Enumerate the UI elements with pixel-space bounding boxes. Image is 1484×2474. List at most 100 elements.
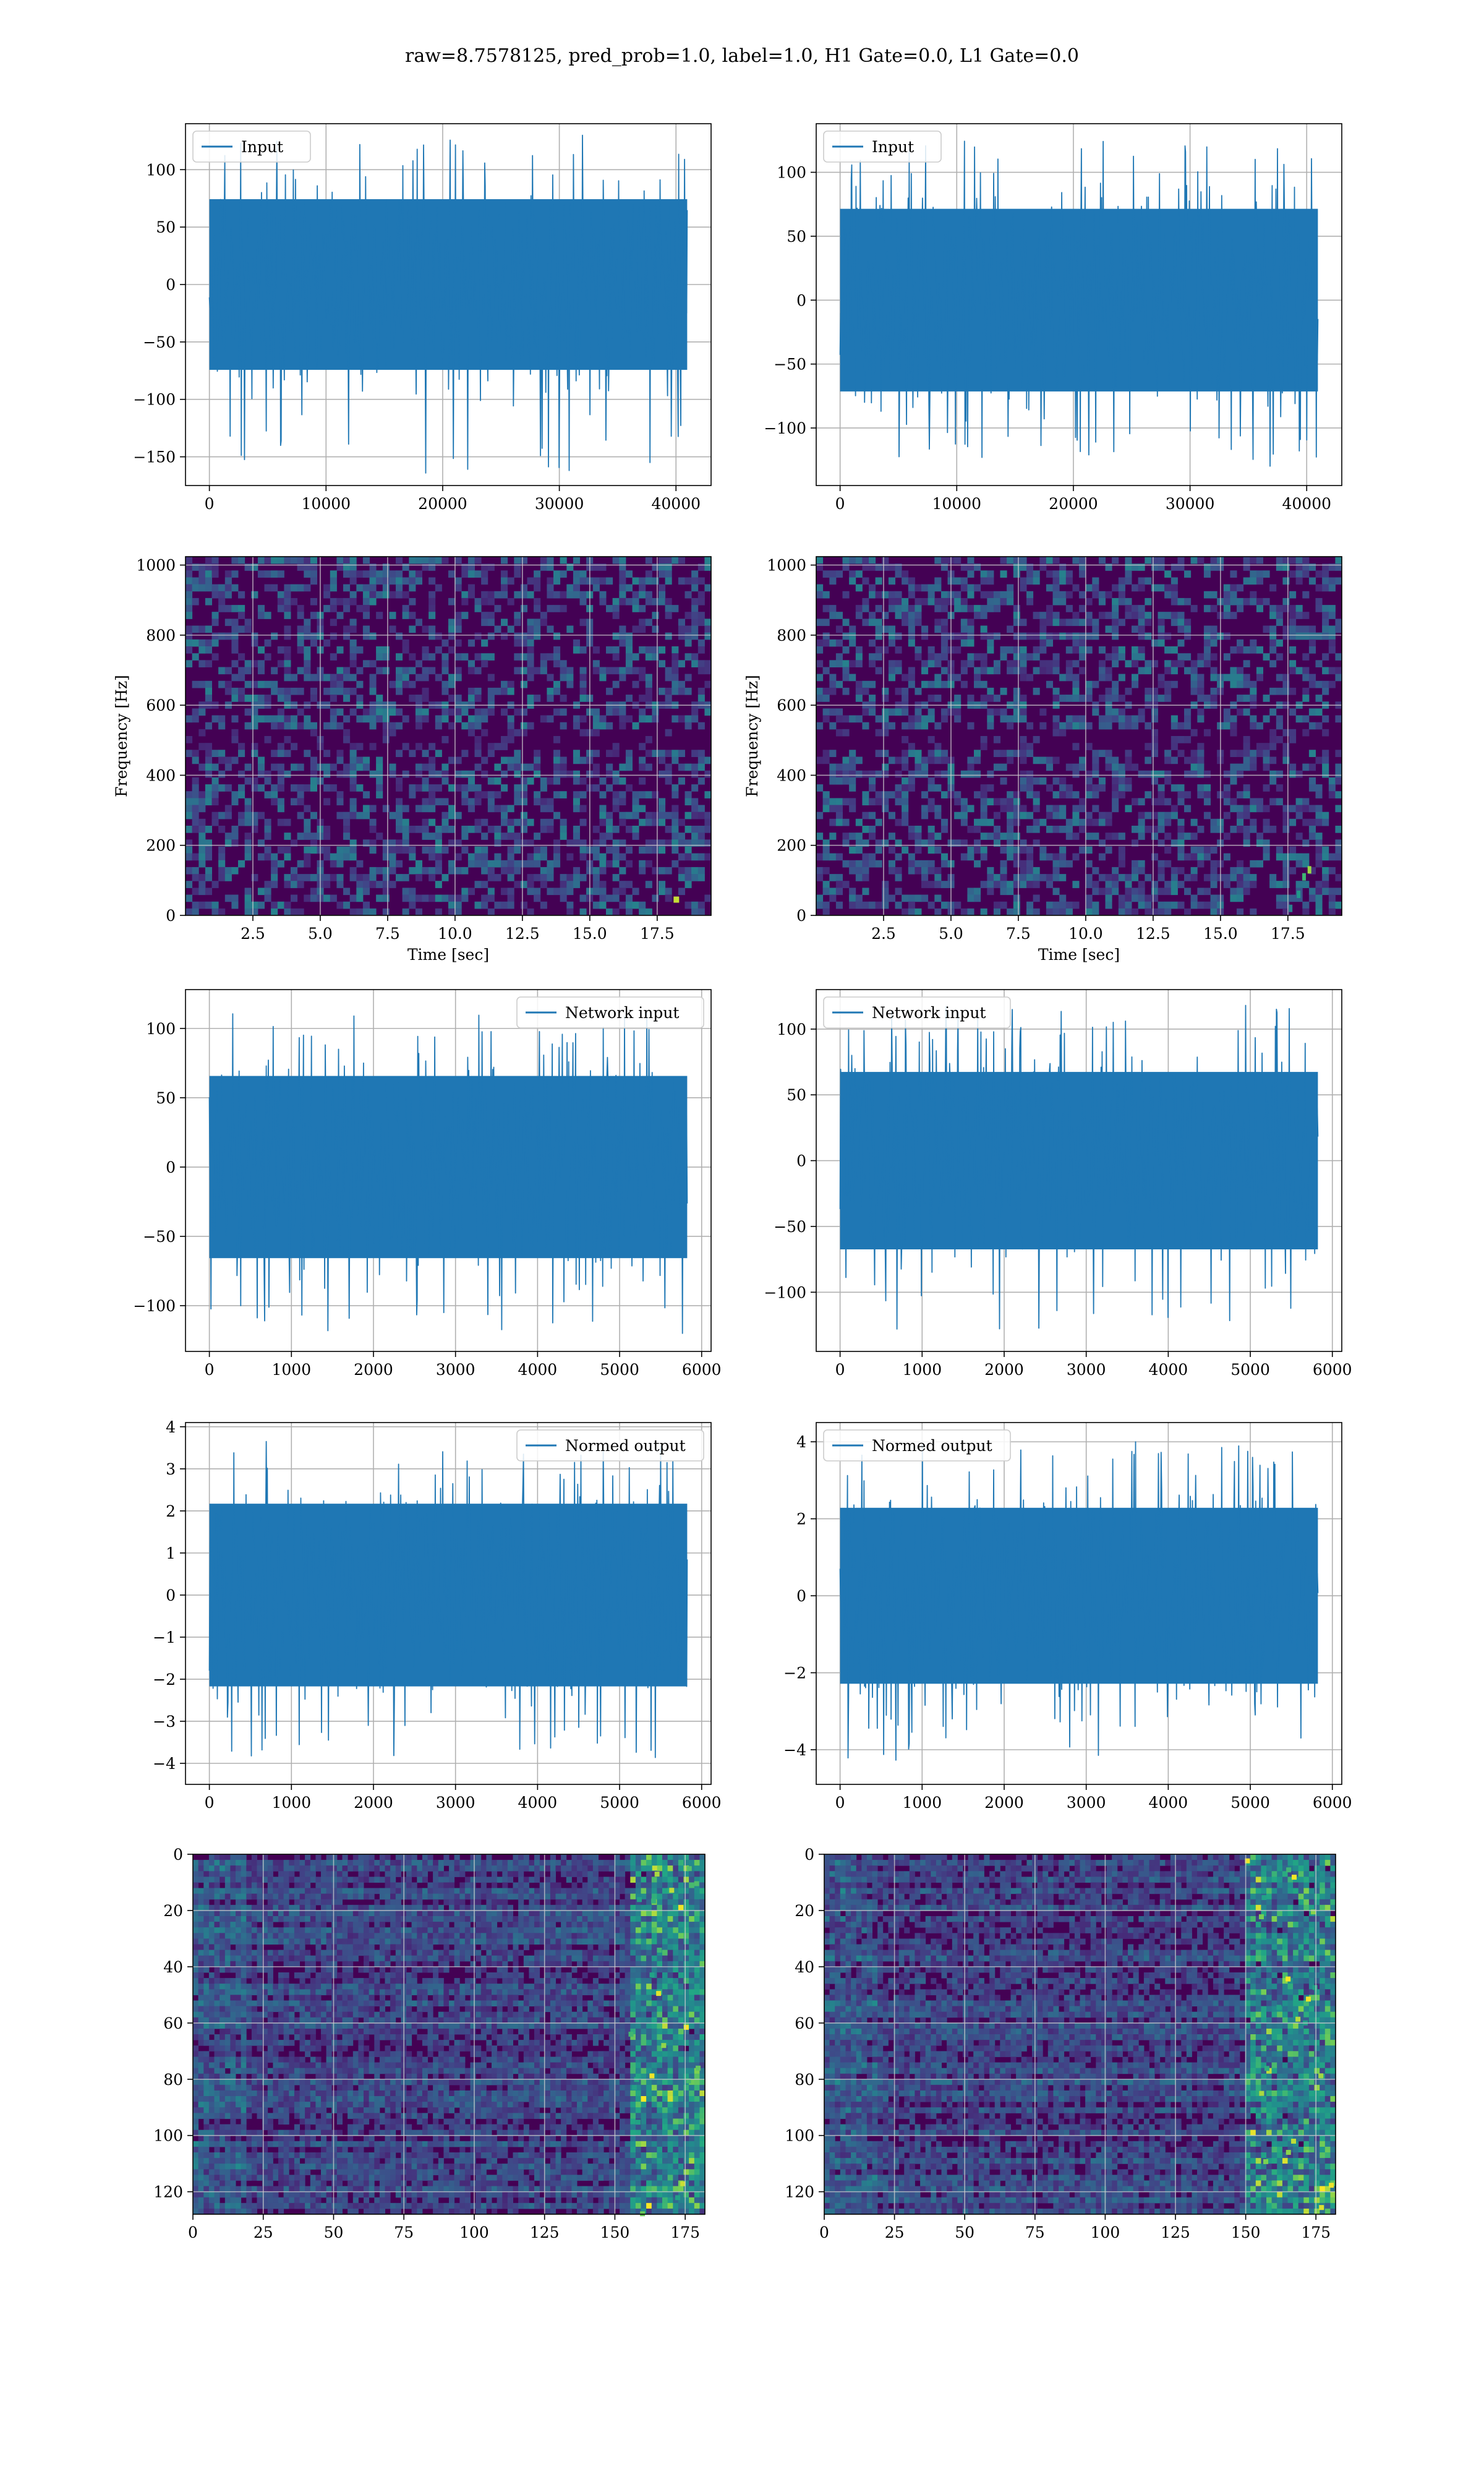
heatmap-cell: [527, 763, 534, 771]
heatmap-cell: [352, 1882, 359, 1889]
heatmap-cell: [993, 597, 1000, 606]
heatmap-cell: [1302, 632, 1310, 640]
heatmap-cell: [198, 584, 206, 592]
heatmap-cell: [514, 708, 521, 716]
heatmap-cell: [829, 660, 837, 667]
heatmap-cell: [1013, 833, 1020, 840]
heatmap-cell: [1125, 612, 1132, 619]
heatmap-cell: [205, 846, 212, 854]
heatmap-cell: [678, 1893, 684, 1900]
heatmap-cell: [967, 888, 974, 896]
heatmap-cell: [672, 826, 679, 833]
heatmap-cell: [278, 1888, 284, 1894]
heatmap-cell: [869, 860, 876, 868]
heatmap-cell: [257, 715, 265, 723]
heatmap-cell: [208, 1910, 215, 1917]
heatmap-cell: [297, 687, 304, 695]
heatmap-cell: [343, 715, 351, 723]
heatmap-cell: [1289, 818, 1297, 826]
heatmap-cell: [921, 584, 929, 592]
x-tick-label: 1000: [902, 1361, 942, 1379]
heatmap-cell: [192, 811, 199, 820]
heatmap-cell: [1190, 687, 1198, 695]
heatmap-cell: [211, 750, 219, 757]
heatmap-cell: [598, 1860, 604, 1866]
heatmap-cell: [326, 1877, 332, 1883]
heatmap-cell: [816, 756, 824, 764]
heatmap-cell: [1223, 597, 1230, 606]
heatmap-cell: [592, 1860, 599, 1866]
heatmap-cell: [208, 1860, 215, 1866]
heatmap-cell: [417, 1904, 423, 1911]
heatmap-cell: [475, 1854, 482, 1860]
heatmap-cell: [1197, 674, 1205, 682]
heatmap-cell: [579, 846, 587, 854]
heatmap-cell: [527, 839, 534, 847]
heatmap-cell: [257, 901, 265, 909]
legend: Normed output: [823, 1429, 1011, 1462]
heatmap-cell: [573, 826, 580, 833]
heatmap-cell: [639, 763, 646, 771]
heatmap-cell: [336, 881, 344, 888]
heatmap-cell: [550, 1877, 556, 1883]
heatmap-cell: [1013, 612, 1020, 619]
heatmap-cell: [1250, 860, 1257, 868]
heatmap-cell: [691, 805, 699, 813]
heatmap-cell: [475, 1888, 482, 1894]
heatmap-cell: [842, 729, 850, 737]
heatmap-cell: [369, 908, 377, 916]
heatmap-cell: [389, 591, 396, 599]
heatmap-cell: [1250, 798, 1257, 806]
heatmap-cell: [582, 1893, 588, 1900]
heatmap-cell: [1098, 660, 1106, 667]
heatmap-cell: [1112, 695, 1119, 702]
heatmap-cell: [1092, 577, 1099, 585]
heatmap-cell: [598, 1899, 604, 1906]
heatmap-cell: [299, 1893, 305, 1900]
heatmap-cell: [518, 1893, 524, 1900]
heatmap-cell: [875, 605, 882, 612]
heatmap-cell: [470, 1854, 476, 1860]
heatmap-cell: [435, 839, 442, 847]
heatmap-cell: [566, 853, 574, 861]
heatmap-cell: [651, 1904, 657, 1911]
heatmap-cell: [1302, 687, 1310, 695]
heatmap-cell: [461, 708, 469, 716]
heatmap-cell: [704, 791, 712, 798]
heatmap-cell: [277, 860, 284, 868]
heatmap-cell: [665, 612, 672, 619]
heatmap-cell: [1315, 901, 1323, 909]
heatmap-cell: [1132, 826, 1139, 833]
heatmap-cell: [208, 1904, 215, 1911]
heatmap-cell: [667, 1910, 673, 1917]
heatmap-cell: [297, 625, 304, 633]
heatmap-cell: [501, 680, 508, 688]
heatmap-cell: [438, 1910, 444, 1917]
heatmap-cell: [1138, 881, 1145, 888]
heatmap-cell: [835, 777, 843, 785]
heatmap-cell: [960, 639, 968, 647]
heatmap-cell: [547, 777, 554, 785]
chart-spec_l1: 2.5 5.0 7.5 10.0 12.5 15.0 17.5020040060080010…: [743, 556, 1342, 964]
heatmap-cell: [534, 1854, 540, 1860]
heatmap-cell: [513, 1865, 519, 1872]
heatmap-cell: [231, 756, 239, 764]
heatmap-cell: [198, 1910, 204, 1917]
heatmap-cell: [869, 653, 876, 661]
heatmap-cell: [1033, 736, 1040, 743]
heatmap-cell: [1203, 791, 1211, 798]
heatmap-cell: [1039, 853, 1047, 861]
heatmap-cell: [211, 908, 219, 916]
heatmap-cell: [974, 584, 981, 592]
heatmap-cell: [1184, 625, 1192, 633]
heatmap-cell: [310, 784, 317, 792]
heatmap-cell: [449, 1860, 455, 1866]
heatmap-cell: [236, 1871, 242, 1877]
heatmap-cell: [262, 1865, 268, 1872]
heatmap-cell: [501, 557, 508, 564]
heatmap-cell: [1177, 867, 1185, 875]
heatmap-cell: [598, 1877, 604, 1883]
heatmap-cell: [241, 1865, 247, 1872]
heatmap-cell: [1065, 901, 1073, 909]
heatmap-cell: [376, 894, 383, 902]
